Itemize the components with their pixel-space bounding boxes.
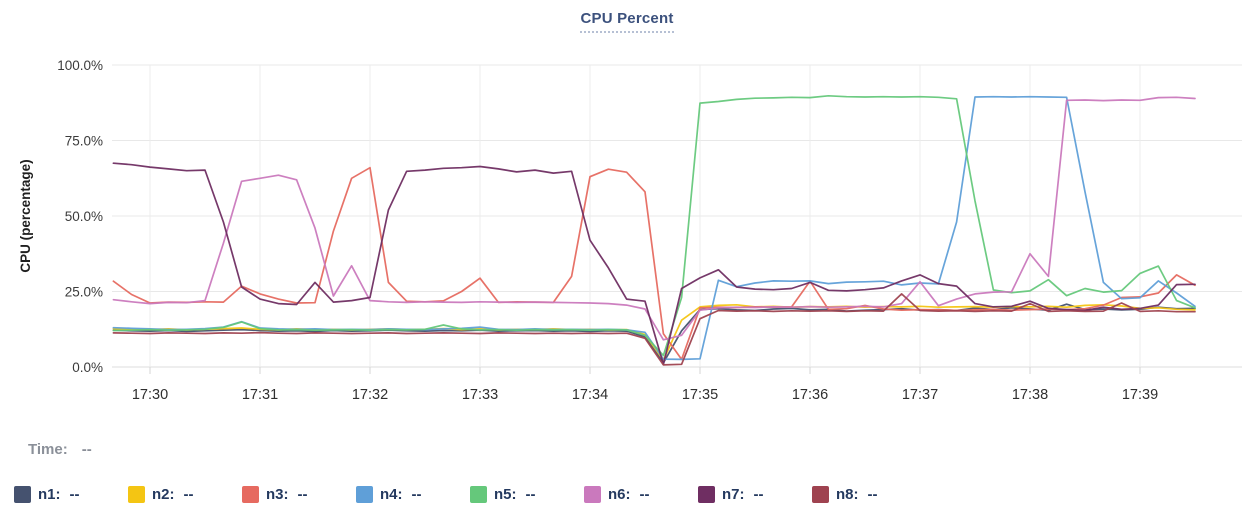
legend-item-value: -- — [525, 486, 536, 503]
legend-item-value: -- — [183, 486, 194, 503]
legend-item-n2[interactable]: n2: -- — [128, 486, 204, 503]
y-tick-label: 50.0% — [65, 209, 103, 224]
x-tick-label: 17:35 — [682, 387, 718, 403]
x-tick-label: 17:31 — [242, 387, 278, 403]
cpu-percent-chart[interactable]: 0.0% 25.0% 50.0% 75.0% 100.0% 17:30 17:31 17:32… — [0, 36, 1254, 418]
legend-item-value: -- — [639, 486, 650, 503]
series-line-n7 — [112, 162, 1196, 366]
legend-item-n1[interactable]: n1: -- — [14, 486, 90, 503]
legend-item-label: n2: — [152, 486, 175, 503]
x-tick-label: 17:34 — [572, 387, 608, 403]
legend-item-value: -- — [411, 486, 422, 503]
legend-swatch — [14, 486, 31, 503]
time-readout: Time: -- — [28, 441, 92, 458]
legend-item-value: -- — [753, 486, 764, 503]
x-tick-label: 17:30 — [132, 387, 168, 403]
y-tick-label: 75.0% — [65, 134, 103, 149]
legend-item-n4[interactable]: n4: -- — [356, 486, 432, 503]
y-tick-label: 25.0% — [65, 285, 103, 300]
chart-header: CPU Percent — [0, 10, 1254, 33]
legend-swatch — [128, 486, 145, 503]
legend-swatch — [698, 486, 715, 503]
x-tick-label: 17:38 — [1012, 387, 1048, 403]
y-tick-label: 0.0% — [72, 360, 103, 375]
x-tick-label: 17:37 — [902, 387, 938, 403]
x-tick-label: 17:36 — [792, 387, 828, 403]
legend-swatch — [242, 486, 259, 503]
legend-swatch — [584, 486, 601, 503]
legend-item-label: n1: — [38, 486, 61, 503]
legend-item-label: n3: — [266, 486, 289, 503]
legend-item-n5[interactable]: n5: -- — [470, 486, 546, 503]
x-tick-label: 17:39 — [1122, 387, 1158, 403]
legend-item-n8[interactable]: n8: -- — [812, 486, 888, 503]
legend: n1: -- n2: -- n3: -- n4: -- n5: -- n6: -- n7: -- n8: -- — [14, 486, 926, 503]
series-line-n6 — [112, 96, 1196, 341]
series-line-n8 — [112, 293, 1196, 366]
legend-item-n6[interactable]: n6: -- — [584, 486, 660, 503]
legend-item-label: n6: — [608, 486, 631, 503]
legend-item-label: n4: — [380, 486, 403, 503]
legend-swatch — [356, 486, 373, 503]
legend-item-label: n7: — [722, 486, 745, 503]
legend-item-value: -- — [867, 486, 878, 503]
legend-item-value: -- — [69, 486, 80, 503]
legend-item-label: n8: — [836, 486, 859, 503]
legend-item-value: -- — [297, 486, 308, 503]
legend-item-label: n5: — [494, 486, 517, 503]
page-title[interactable]: CPU Percent — [580, 10, 674, 33]
series-line-n4 — [112, 95, 1196, 361]
legend-swatch — [812, 486, 829, 503]
y-axis-title: CPU (percentage) — [18, 159, 33, 272]
legend-item-n7[interactable]: n7: -- — [698, 486, 774, 503]
legend-swatch — [470, 486, 487, 503]
time-label: Time: — [28, 441, 68, 458]
y-tick-label: 100.0% — [57, 58, 103, 73]
legend-item-n3[interactable]: n3: -- — [242, 486, 318, 503]
time-value: -- — [81, 441, 92, 458]
x-tick-label: 17:33 — [462, 387, 498, 403]
series-line-n1 — [112, 303, 1196, 364]
x-tick-label: 17:32 — [352, 387, 388, 403]
series-line-n5 — [112, 94, 1196, 357]
